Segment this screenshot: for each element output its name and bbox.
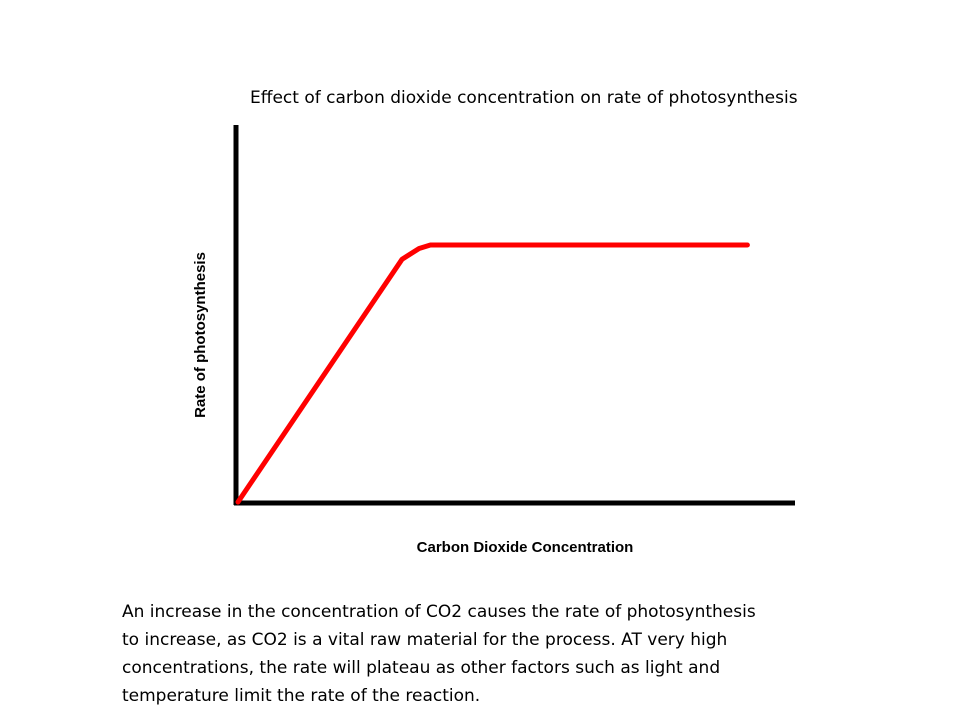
caption-line: temperature limit the rate of the reacti…	[122, 686, 481, 706]
caption-line: to increase, as CO2 is a vital raw mater…	[122, 630, 728, 650]
y-axis-label: Rate of photosynthesis	[192, 252, 209, 418]
series-line	[235, 242, 750, 505]
x-axis-label: Carbon Dioxide Concentration	[417, 539, 634, 556]
chart-title: Effect of carbon dioxide concentration o…	[250, 88, 798, 108]
caption: An increase in the concentration of CO2 …	[122, 598, 867, 710]
caption-line: An increase in the concentration of CO2 …	[122, 602, 756, 622]
caption-line: concentrations, the rate will plateau as…	[122, 658, 721, 678]
